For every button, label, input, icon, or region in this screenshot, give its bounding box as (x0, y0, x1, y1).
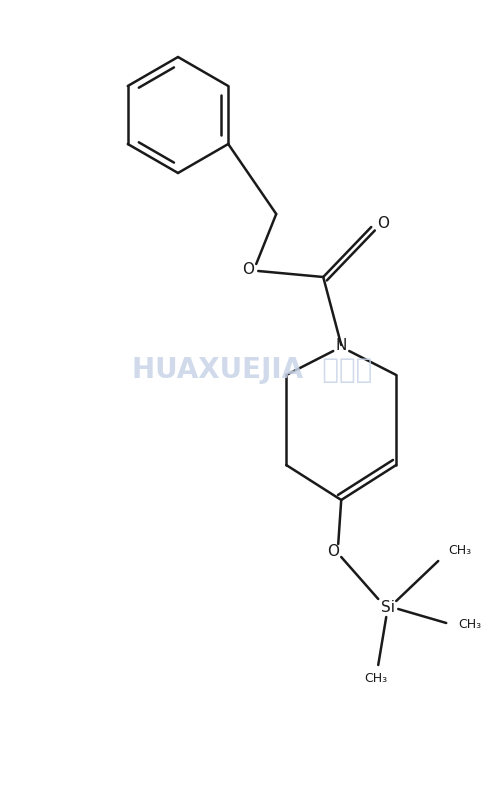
Text: HUAXUEJIA  化学加: HUAXUEJIA 化学加 (132, 356, 372, 384)
Text: CH₃: CH₃ (448, 545, 471, 557)
Text: O: O (377, 215, 389, 231)
Text: O: O (242, 262, 254, 277)
Text: Si: Si (381, 600, 395, 615)
Text: O: O (327, 545, 339, 559)
Text: N: N (336, 337, 347, 352)
Text: CH₃: CH₃ (458, 619, 481, 631)
Text: CH₃: CH₃ (365, 672, 388, 686)
